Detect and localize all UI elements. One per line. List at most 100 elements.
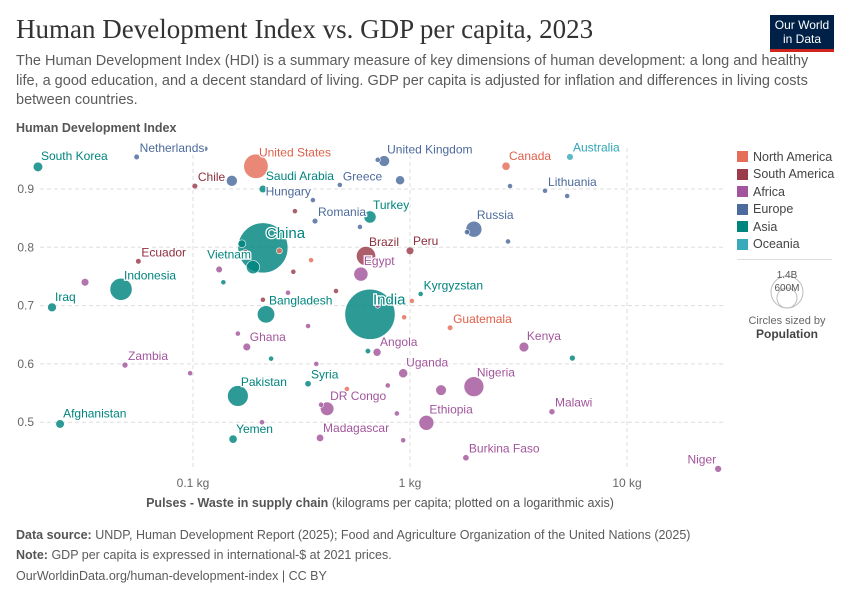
data-point [344, 386, 350, 392]
legend-item[interactable]: Asia [737, 218, 834, 236]
point-label: Russia [477, 208, 514, 222]
data-point [564, 193, 571, 199]
data-point [446, 324, 454, 331]
data-point [548, 408, 556, 416]
data-point [435, 384, 447, 396]
point-label: Turkey [373, 198, 409, 212]
data-point [311, 217, 319, 225]
data-point [276, 247, 283, 255]
point-label: United States [259, 145, 331, 159]
legend-label: Europe [753, 202, 794, 217]
point-label: Zambia [128, 349, 168, 363]
data-point [344, 288, 396, 340]
point-label: Syria [311, 368, 339, 382]
point-label: Madagascar [323, 421, 389, 435]
x-axis-label: Pulses - Waste in supply chain (kilogram… [0, 496, 760, 510]
data-point [566, 153, 574, 161]
note: Note: GDP per capita is expressed in int… [16, 548, 392, 562]
size-legend-variable: Population [756, 327, 818, 341]
point-label: Kyrgyzstan [424, 278, 483, 292]
legend-swatch [737, 238, 748, 250]
point-label: Vietnam [207, 247, 251, 261]
point-label: India [373, 291, 406, 308]
data-point [55, 419, 65, 429]
data-point [202, 145, 209, 152]
point-label: Nigeria [477, 366, 515, 380]
legend-label: Africa [753, 184, 785, 199]
data-point [237, 222, 289, 274]
point-label: Bangladesh [269, 293, 332, 307]
data-point [310, 197, 316, 203]
chart-title: Human Development Index vs. GDP per capi… [16, 14, 594, 44]
size-legend: 1.4B 600M Circles sized by Population [737, 262, 837, 341]
y-tick-label: 0.7 [17, 299, 34, 313]
size-legend-small: 600M [774, 283, 799, 294]
data-point [260, 296, 266, 303]
data-point [243, 153, 269, 179]
data-point [242, 342, 251, 352]
data-point [220, 279, 227, 286]
legend-swatch [737, 151, 748, 163]
data-point [353, 266, 369, 282]
legend-item[interactable]: Europe [737, 201, 834, 219]
data-point [259, 419, 265, 426]
legend-item[interactable]: North America [737, 148, 834, 166]
data-point [205, 174, 212, 181]
legend-item[interactable]: South America [737, 166, 834, 184]
point-label: Malawi [555, 396, 592, 410]
source-url-link[interactable]: OurWorldinData.org/human-development-ind… [16, 569, 327, 583]
data-point [507, 183, 513, 189]
y-tick-label: 0.8 [17, 240, 34, 254]
legend-swatch [737, 186, 748, 198]
point-label: Netherlands [140, 141, 205, 155]
data-point [258, 184, 268, 194]
point-label: Burkina Faso [469, 442, 540, 456]
legend-divider [737, 259, 832, 260]
point-label: Brazil [369, 235, 399, 249]
legend: North America South America Africa Europe As… [737, 148, 834, 260]
x-tick-label: 0.1 kg [177, 476, 210, 490]
point-label: Saudi Arabia [266, 169, 334, 183]
data-point [400, 437, 407, 444]
point-label: Lithuania [548, 175, 597, 189]
legend-label: Asia [753, 219, 778, 234]
point-label: Ecuador [141, 245, 186, 259]
data-point [569, 354, 576, 362]
data-point [246, 260, 260, 275]
point-label: Ghana [250, 330, 286, 344]
data-point [109, 277, 133, 301]
data-point [313, 360, 320, 367]
data-point [417, 291, 424, 297]
x-axis-label-bold: Pulses - Waste in supply chain [146, 496, 329, 510]
data-point [268, 355, 274, 362]
size-legend-large: 1.4B [777, 270, 798, 281]
data-point [191, 182, 199, 190]
point-label: Ethiopia [429, 402, 473, 416]
data-point [285, 289, 291, 296]
data-point [80, 278, 90, 287]
legend-item[interactable]: Africa [737, 183, 834, 201]
data-point [305, 323, 311, 329]
data-point [357, 223, 363, 230]
data-point [333, 288, 339, 294]
data-point [464, 229, 470, 236]
data-point [518, 341, 530, 353]
size-legend-title: Circles sized by [748, 315, 826, 327]
point-label: Hungary [266, 184, 311, 198]
point-label: Iraq [55, 290, 76, 304]
legend-item[interactable]: Oceania [737, 236, 834, 254]
data-point [187, 370, 194, 377]
y-tick-label: 0.5 [17, 415, 34, 429]
data-point [363, 210, 377, 224]
owid-logo[interactable]: Our World in Data [770, 15, 834, 52]
point-label: Uganda [406, 356, 448, 370]
data-point [374, 302, 381, 309]
data-point [364, 348, 371, 355]
data-point [47, 302, 57, 313]
data-point [393, 410, 400, 417]
point-label: Indonesia [124, 268, 176, 282]
point-label: Chile [198, 170, 226, 184]
data-point [237, 239, 247, 249]
